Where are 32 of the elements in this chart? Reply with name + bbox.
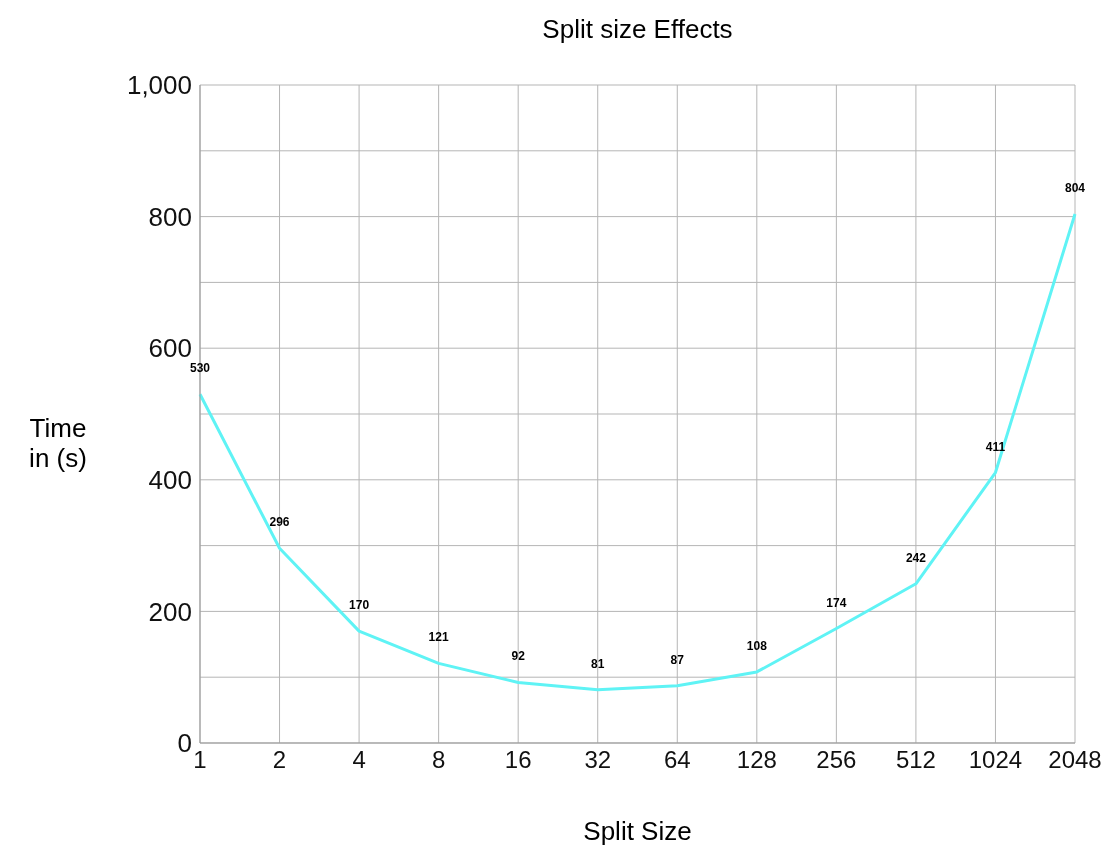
data-label: 174 <box>826 595 847 610</box>
x-tick-label: 512 <box>895 746 936 774</box>
x-tick-label: 32 <box>584 746 612 774</box>
y-tick-label: 800 <box>148 201 192 232</box>
y-tick-label: 0 <box>177 728 192 759</box>
data-label: 92 <box>511 649 526 664</box>
chart-title: Split size Effects <box>541 14 734 45</box>
x-axis-title: Split Size <box>582 816 693 847</box>
data-label: 296 <box>269 515 290 530</box>
y-tick-label: 400 <box>148 465 192 496</box>
x-tick-label: 8 <box>431 746 446 774</box>
data-label: 804 <box>1064 180 1086 195</box>
data-label: 108 <box>746 638 768 653</box>
x-tick-label: 64 <box>663 746 691 774</box>
x-tick-label: 2 <box>272 746 287 774</box>
data-label: 87 <box>670 652 685 667</box>
x-tick-label: 4 <box>352 746 366 774</box>
data-label: 81 <box>591 656 605 671</box>
x-tick-label: 2048 <box>1048 746 1102 774</box>
x-tick-label: 16 <box>504 746 532 774</box>
x-tick-label: 128 <box>736 746 777 774</box>
data-label: 530 <box>189 361 211 376</box>
x-tick-label: 1 <box>193 746 207 774</box>
data-label: 170 <box>349 598 370 613</box>
y-axis-title: Time in (s) <box>28 413 88 473</box>
y-tick-label: 600 <box>148 333 192 364</box>
data-label: 121 <box>428 630 449 645</box>
y-tick-label: 200 <box>148 596 192 627</box>
y-tick-label: 1,000 <box>126 70 192 101</box>
x-tick-label: 1024 <box>968 746 1023 774</box>
x-tick-label: 256 <box>816 746 857 774</box>
data-label: 242 <box>905 550 927 565</box>
